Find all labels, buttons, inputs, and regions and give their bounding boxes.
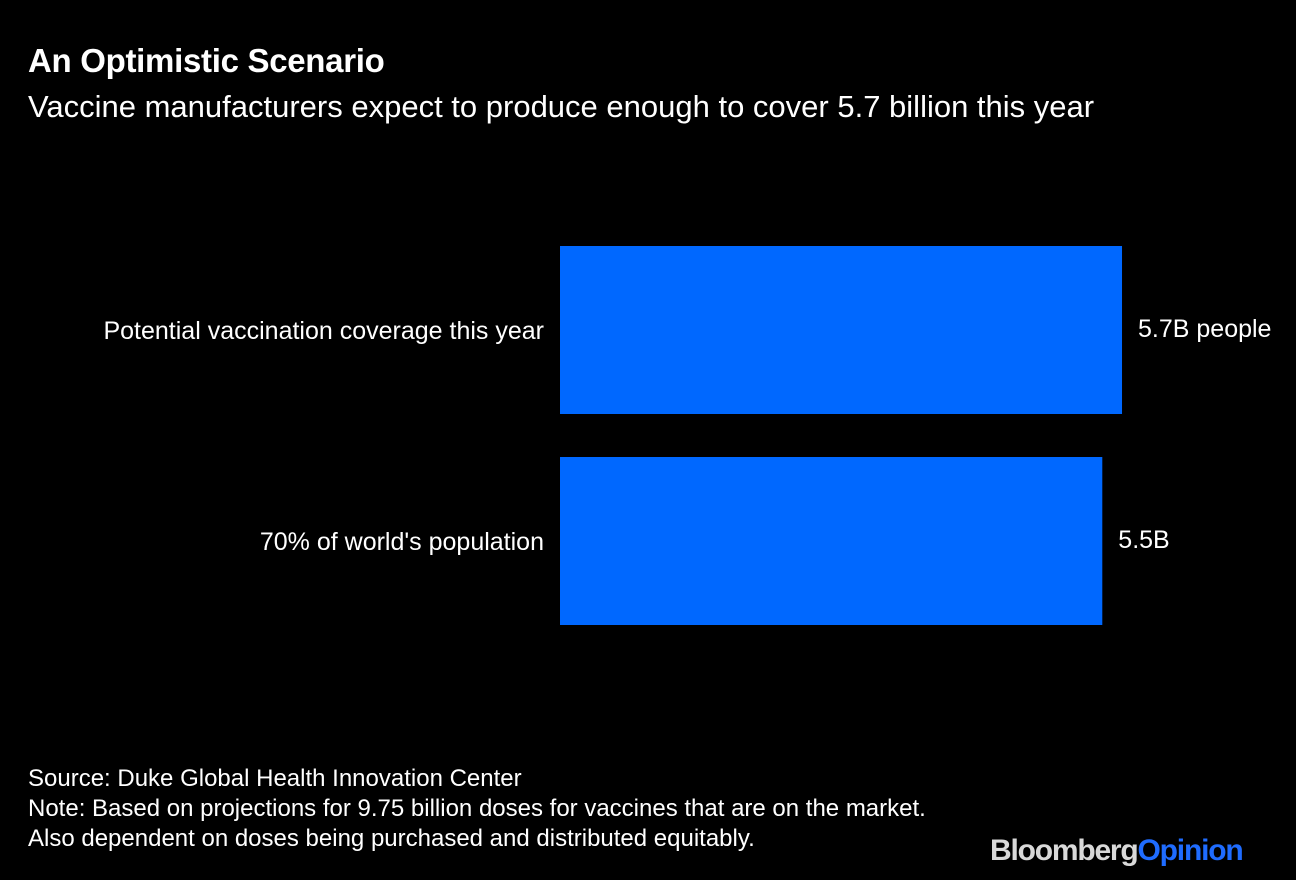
- category-label-1: Potential vaccination coverage this year: [103, 317, 544, 345]
- value-label-1: 5.7B people: [1138, 315, 1271, 343]
- source-note: Source: Duke Global Health Innovation Ce…: [28, 765, 522, 792]
- bar-2: [560, 457, 1103, 625]
- logo-section: Opinion: [1137, 834, 1244, 867]
- chart-title: An Optimistic Scenario: [28, 42, 385, 79]
- chart-subtitle: Vaccine manufacturers expect to produce …: [28, 89, 1095, 124]
- bar-1: [560, 246, 1123, 414]
- logo-brand: Bloomberg: [990, 834, 1139, 867]
- chart-footer: Source: Duke Global Health Innovation Ce…: [28, 764, 968, 854]
- bloomberg-opinion-logo: BloombergOpinion: [990, 834, 1244, 868]
- value-label-2: 5.5B: [1118, 526, 1169, 554]
- methodology-note: Note: Based on projections for 9.75 bill…: [28, 795, 926, 852]
- category-label-2: 70% of world's population: [260, 528, 544, 556]
